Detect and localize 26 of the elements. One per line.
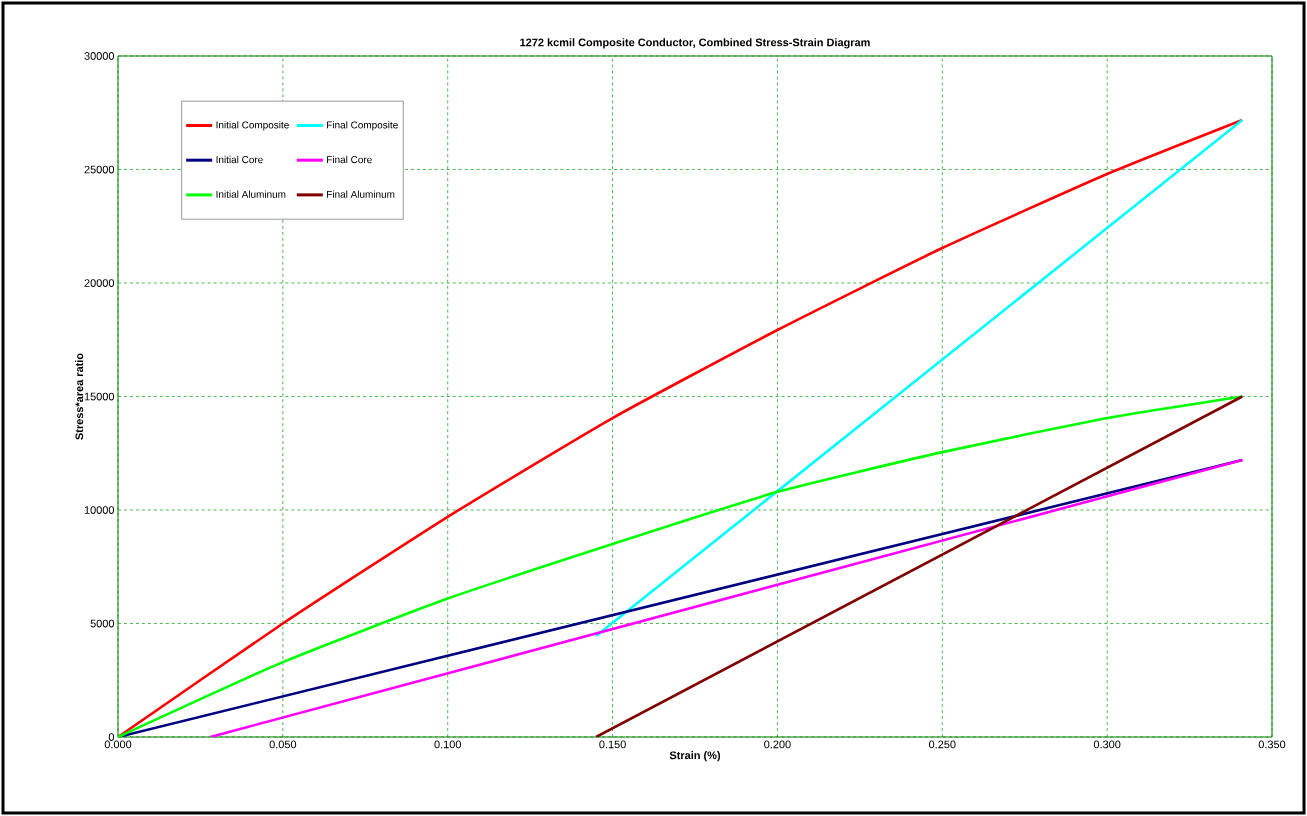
y-tick-label: 0 bbox=[108, 733, 115, 741]
x-tick-label: 0.200 bbox=[764, 740, 791, 749]
x-tick-label: 0.000 bbox=[104, 740, 132, 749]
y-tick-label: 30000 bbox=[84, 52, 115, 60]
legend-label: Initial Aluminum bbox=[216, 190, 286, 198]
x-tick-label: 0.150 bbox=[599, 740, 626, 749]
legend-label: Final Core bbox=[327, 155, 372, 164]
legend-label: Initial Composite bbox=[216, 121, 289, 131]
y-axis-title: Stress*area ratio bbox=[75, 353, 84, 440]
legend-label: Final Aluminum bbox=[327, 190, 395, 198]
line-series bbox=[118, 395, 1244, 737]
y-tick-label: 20000 bbox=[84, 279, 115, 287]
y-tick-label: 10000 bbox=[84, 506, 115, 514]
y-tick-label: 5000 bbox=[90, 619, 115, 628]
x-tick-label: 0.250 bbox=[929, 740, 956, 749]
y-tick-label: 25000 bbox=[84, 165, 115, 174]
x-tick-label: 0.350 bbox=[1258, 740, 1286, 749]
x-tick-label: 0.300 bbox=[1093, 740, 1121, 749]
line-series bbox=[118, 118, 1244, 737]
y-tick-label: 15000 bbox=[84, 392, 115, 401]
legend-label: Initial Core bbox=[216, 155, 263, 164]
legend-label: Final Composite bbox=[327, 121, 398, 131]
x-axis-title: Strain (%) bbox=[669, 751, 721, 762]
chart-title: 1272 kcmil Composite Conductor, Combined Stress-Strain Diagram bbox=[520, 38, 870, 49]
x-tick-label: 0.050 bbox=[269, 740, 297, 749]
x-tick-label: 0.100 bbox=[434, 740, 461, 749]
